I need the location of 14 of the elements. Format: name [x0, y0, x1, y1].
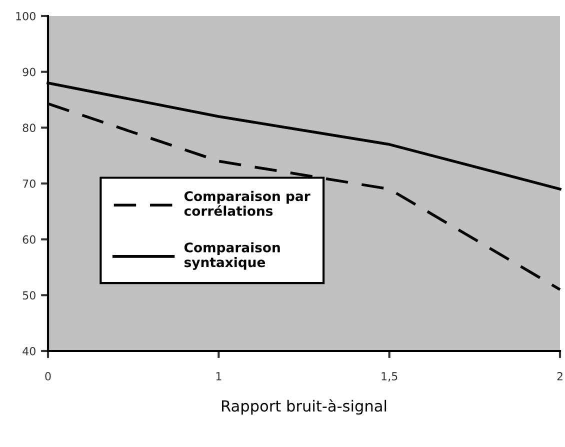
y-tick-label: 70: [22, 179, 36, 188]
y-tick-label: 90: [22, 68, 36, 76]
y-tick-label: 40: [22, 346, 36, 356]
x-tick-label: 0: [45, 372, 51, 380]
y-tick-label: 100: [16, 12, 36, 20]
x-tick-label: 2: [557, 372, 562, 380]
y-tick-label: 80: [22, 124, 36, 132]
x-tick-label: 1: [216, 372, 222, 380]
y-tick-label: 50: [22, 291, 36, 300]
x-axis-title: Rapport bruit-à-signal: [222, 399, 386, 415]
legend-label: Comparaison par corrélations: [184, 190, 310, 216]
legend-label: Comparaison syntaxique: [184, 242, 280, 270]
x-tick-label: 1,5: [382, 372, 398, 382]
y-tick-label: 60: [22, 235, 36, 244]
